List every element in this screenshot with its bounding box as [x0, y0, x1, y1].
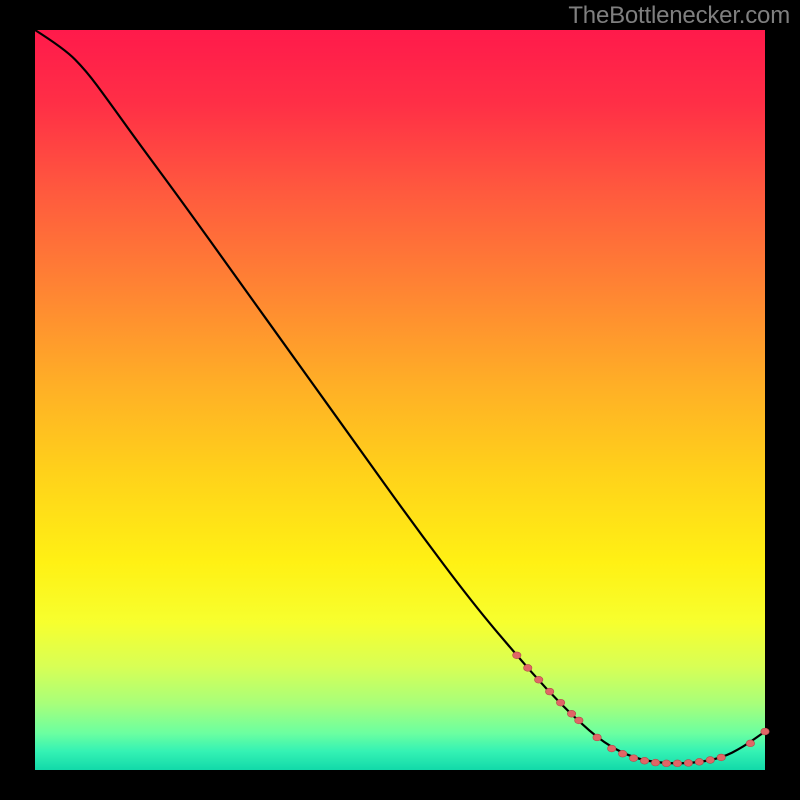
data-marker [618, 750, 626, 757]
data-marker [608, 745, 616, 752]
data-marker [684, 760, 692, 767]
data-marker [545, 688, 553, 695]
data-marker [524, 664, 532, 671]
data-marker [706, 757, 714, 764]
data-marker [640, 757, 648, 764]
data-marker [651, 759, 659, 766]
data-marker [662, 760, 670, 767]
data-marker [695, 758, 703, 765]
plot-area [35, 30, 765, 770]
data-marker [673, 760, 681, 767]
chart-canvas: TheBottlenecker.com [0, 0, 800, 800]
data-marker [717, 754, 725, 761]
data-marker [629, 755, 637, 762]
data-marker [535, 676, 543, 683]
data-marker [513, 652, 521, 659]
data-marker [556, 699, 564, 706]
watermark-text: TheBottlenecker.com [568, 2, 790, 30]
data-marker [593, 734, 601, 741]
data-marker [746, 740, 754, 747]
data-marker [575, 717, 583, 724]
data-marker [761, 728, 769, 735]
bottleneck-chart-svg [0, 0, 800, 800]
data-marker [567, 710, 575, 717]
